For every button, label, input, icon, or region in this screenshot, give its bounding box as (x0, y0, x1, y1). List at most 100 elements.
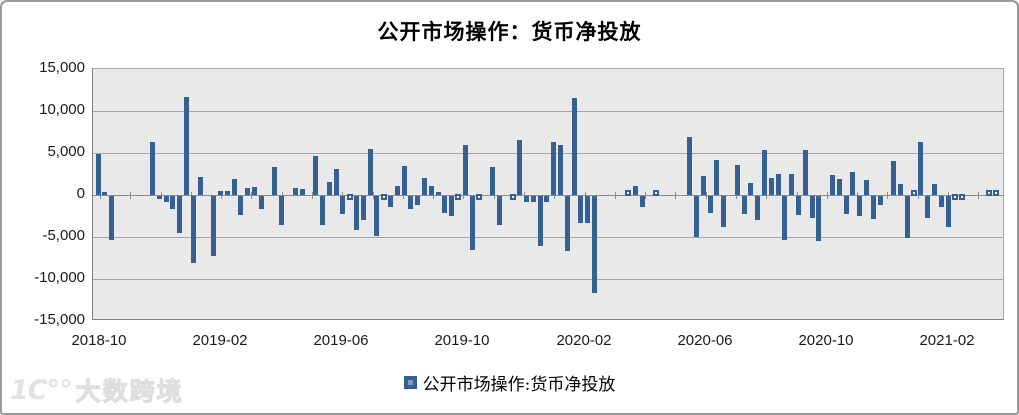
bar (687, 137, 692, 195)
bar (925, 196, 930, 218)
bar (334, 169, 339, 195)
legend-label: 公开市场操作:货币净投放 (422, 375, 616, 395)
bar (544, 196, 549, 202)
bar (109, 196, 114, 240)
bar (191, 196, 196, 263)
bar (170, 196, 175, 209)
gridline (93, 111, 1003, 112)
y-axis-label: 5,000 (47, 143, 85, 160)
bar (449, 196, 454, 216)
month-tick (766, 192, 767, 199)
near-zero-bar-marker (959, 194, 965, 200)
month-tick (797, 192, 798, 199)
zero-axis-line (93, 195, 1003, 196)
bar (422, 178, 427, 195)
month-tick (706, 192, 707, 199)
bar (918, 142, 923, 195)
bar (558, 145, 563, 195)
bar (592, 196, 597, 293)
bar (762, 150, 767, 195)
bar (578, 196, 583, 223)
bar (714, 160, 719, 195)
bar (830, 175, 835, 195)
near-zero-bar-marker (510, 194, 516, 200)
bar (748, 183, 753, 195)
near-zero-bar-marker (347, 194, 353, 200)
gridline (93, 237, 1003, 238)
bar (864, 180, 869, 195)
bar (272, 167, 277, 195)
x-axis-label: 2020-02 (556, 332, 612, 349)
month-tick (978, 192, 979, 199)
month-tick (494, 192, 495, 199)
month-tick (221, 192, 222, 199)
month-tick (615, 192, 616, 199)
month-tick (282, 192, 283, 199)
bar (878, 196, 883, 205)
bar (470, 196, 475, 250)
gridline (93, 153, 1003, 154)
month-tick (312, 192, 313, 199)
x-axis-label: 2021-02 (919, 332, 975, 349)
bar (429, 186, 434, 195)
bar (850, 172, 855, 195)
month-tick (403, 192, 404, 199)
bar (232, 179, 237, 195)
bar (218, 191, 223, 195)
watermark-logo-icon: 1C°° (10, 374, 73, 406)
y-axis-label: -10,000 (34, 269, 85, 286)
bar (497, 196, 502, 225)
bar (776, 174, 781, 195)
watermark-text: 大数跨境 (75, 377, 184, 407)
y-axis-label: 10,000 (39, 101, 85, 118)
x-axis-label: 2020-06 (677, 332, 733, 349)
bar (354, 196, 359, 230)
bar (102, 192, 107, 195)
bar (585, 196, 590, 223)
bar (789, 174, 794, 195)
month-tick (524, 192, 525, 199)
y-axis-label: -5,000 (42, 227, 85, 244)
bar (844, 196, 849, 214)
bar (252, 187, 257, 195)
bar (905, 196, 910, 238)
bar (837, 179, 842, 195)
bar (633, 186, 638, 195)
bar (320, 196, 325, 225)
near-zero-bar-marker (993, 190, 999, 196)
month-tick (161, 192, 162, 199)
month-tick (433, 192, 434, 199)
bar (742, 196, 747, 214)
bar (857, 196, 862, 216)
month-tick (251, 192, 252, 199)
bar (177, 196, 182, 233)
bar (361, 196, 366, 220)
x-axis-label: 2018-10 (71, 332, 127, 349)
bar (293, 188, 298, 195)
bar (184, 97, 189, 195)
bar (551, 142, 556, 195)
chart-title: 公开市场操作：货币净投放 (377, 19, 642, 44)
bar (279, 196, 284, 225)
month-tick (948, 192, 949, 199)
bar (238, 196, 243, 215)
bar (517, 140, 522, 195)
bar (395, 186, 400, 195)
bar (368, 149, 373, 195)
bar (198, 177, 203, 195)
bar (871, 196, 876, 219)
bar (531, 196, 536, 202)
bar (735, 165, 740, 195)
bar (388, 196, 393, 207)
legend: 公开市场操作:货币净投放 (2, 370, 1017, 395)
bar (463, 145, 468, 195)
bar (408, 196, 413, 209)
month-tick (463, 192, 464, 199)
bar (259, 196, 264, 209)
near-zero-bar-marker (476, 194, 482, 200)
bar (436, 192, 441, 195)
month-tick (736, 192, 737, 199)
bar (565, 196, 570, 251)
month-tick (554, 192, 555, 199)
